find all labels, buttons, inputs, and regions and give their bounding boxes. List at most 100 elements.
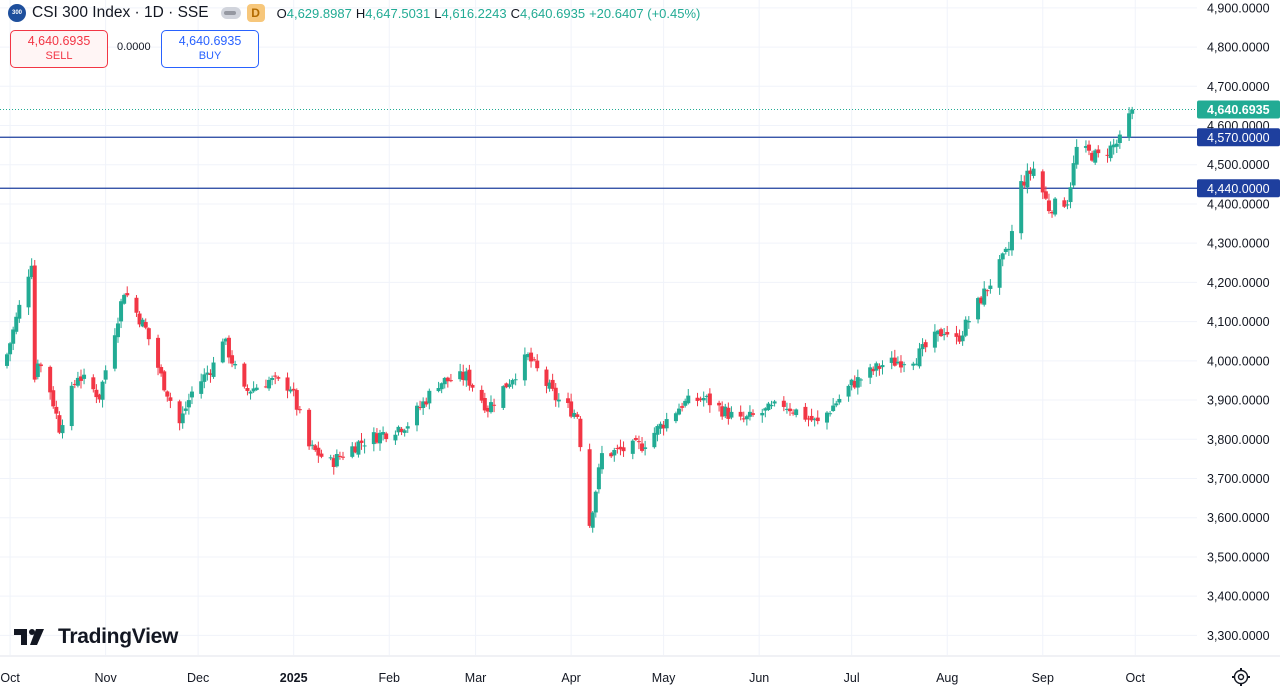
candle-body bbox=[276, 377, 281, 379]
candle bbox=[32, 259, 37, 383]
candle-body bbox=[575, 414, 580, 417]
visibility-toggle-icon[interactable] bbox=[220, 7, 241, 19]
candle-body bbox=[103, 370, 108, 380]
candle-body bbox=[470, 384, 475, 388]
candle bbox=[1022, 175, 1027, 189]
candle-body bbox=[189, 391, 194, 398]
candle-body bbox=[1117, 134, 1122, 144]
candle bbox=[763, 407, 768, 418]
candle-body bbox=[14, 316, 19, 332]
candle-body bbox=[803, 406, 808, 420]
candle-body bbox=[5, 354, 9, 366]
candle bbox=[165, 390, 170, 402]
candle-body bbox=[760, 412, 765, 416]
candle-body bbox=[202, 374, 207, 382]
buy-button[interactable]: 4,640.6935 BUY bbox=[161, 30, 259, 68]
y-tick-label: 4,500.0000 bbox=[1207, 158, 1270, 172]
candle-body bbox=[612, 450, 617, 456]
candle bbox=[1093, 148, 1098, 165]
candle bbox=[464, 367, 469, 387]
candle bbox=[960, 330, 965, 346]
candle bbox=[680, 402, 685, 412]
candle bbox=[11, 326, 16, 351]
candle bbox=[230, 350, 235, 368]
candle bbox=[72, 379, 77, 389]
candle bbox=[439, 382, 444, 394]
candle bbox=[48, 365, 53, 400]
candle-body bbox=[334, 454, 339, 467]
candle bbox=[1046, 193, 1051, 214]
candle-body bbox=[723, 406, 728, 417]
candle bbox=[661, 420, 666, 436]
candle-body bbox=[636, 441, 641, 443]
candle-body bbox=[1019, 181, 1024, 234]
y-tick-label: 3,900.0000 bbox=[1207, 394, 1270, 408]
candle bbox=[852, 375, 857, 390]
candle-body bbox=[874, 363, 879, 371]
candle bbox=[1108, 141, 1113, 162]
candle bbox=[69, 381, 74, 431]
candle-body bbox=[698, 398, 703, 400]
candle bbox=[78, 369, 83, 389]
candle bbox=[461, 364, 466, 386]
symbol-title[interactable]: CSI 300 Index · 1D · SSE bbox=[32, 4, 209, 21]
candle bbox=[932, 324, 937, 353]
x-tick-label: Nov bbox=[95, 671, 118, 685]
candle bbox=[744, 414, 749, 426]
candle-body bbox=[587, 449, 592, 526]
candle-body bbox=[837, 398, 842, 403]
candle-body bbox=[1053, 198, 1058, 215]
chart-settings-gear-icon[interactable] bbox=[1231, 667, 1251, 687]
candle bbox=[270, 375, 275, 386]
candle-body bbox=[988, 285, 993, 289]
candle bbox=[1127, 107, 1132, 141]
x-tick-label: Feb bbox=[378, 671, 400, 685]
candle bbox=[914, 358, 919, 366]
candle-body bbox=[652, 432, 657, 448]
candle bbox=[233, 360, 238, 370]
candle bbox=[957, 329, 962, 344]
delayed-data-badge[interactable]: D bbox=[246, 4, 265, 22]
candle-body bbox=[834, 403, 839, 406]
candle bbox=[898, 355, 903, 373]
candle-body bbox=[655, 426, 660, 435]
candle bbox=[1130, 106, 1135, 120]
candle bbox=[242, 362, 247, 389]
candle-body bbox=[362, 445, 367, 447]
candle bbox=[846, 384, 851, 402]
candle-body bbox=[572, 412, 577, 417]
candle bbox=[291, 382, 296, 397]
candle bbox=[180, 406, 185, 429]
sell-button[interactable]: 4,640.6935 SELL bbox=[10, 30, 108, 68]
candle bbox=[328, 454, 333, 461]
x-tick-label: Jun bbox=[749, 671, 769, 685]
candle bbox=[288, 386, 293, 394]
candle-body bbox=[769, 404, 774, 407]
candle bbox=[784, 402, 789, 414]
candle bbox=[677, 403, 682, 416]
candle-body bbox=[353, 446, 358, 453]
tradingview-logo[interactable]: TradingView bbox=[14, 625, 178, 649]
candle bbox=[183, 401, 188, 415]
hline-price-tag bbox=[1197, 128, 1280, 147]
candle-body bbox=[547, 382, 552, 389]
candle bbox=[911, 361, 916, 371]
low-value: 4,616.2243 bbox=[441, 5, 507, 21]
y-tick-label: 4,100.0000 bbox=[1207, 315, 1270, 329]
candle-body bbox=[1031, 168, 1036, 176]
x-tick-label: Jul bbox=[844, 671, 860, 685]
candle-body bbox=[485, 407, 490, 412]
candle bbox=[868, 363, 873, 385]
candle-body bbox=[621, 447, 626, 452]
candle bbox=[371, 427, 376, 452]
candle-body bbox=[701, 397, 706, 401]
candle bbox=[544, 366, 549, 394]
y-tick-label: 4,400.0000 bbox=[1207, 197, 1270, 211]
candle-body bbox=[270, 378, 275, 380]
candle bbox=[313, 443, 318, 452]
candle-body bbox=[898, 361, 903, 368]
candle-body bbox=[448, 380, 453, 382]
candle bbox=[935, 329, 940, 342]
candle-body bbox=[566, 398, 571, 404]
